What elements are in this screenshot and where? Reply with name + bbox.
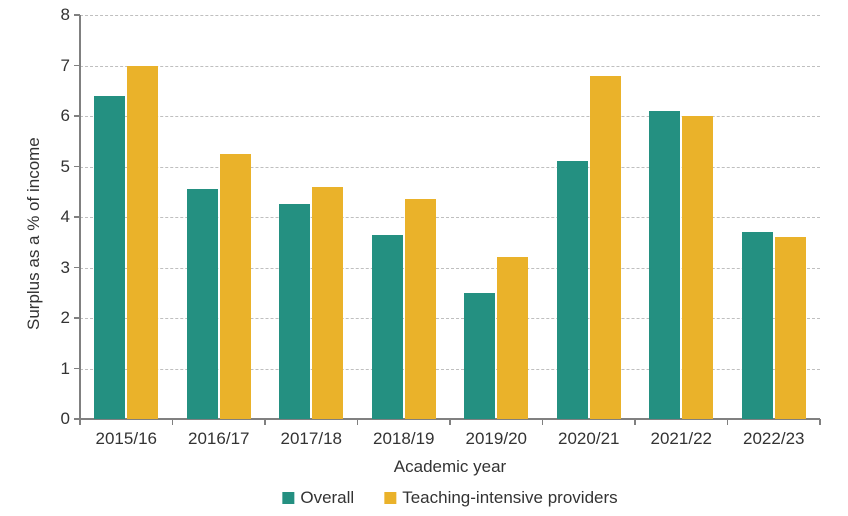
- bar: [220, 154, 251, 419]
- bar: [464, 293, 495, 419]
- y-tick-label: 3: [61, 258, 70, 278]
- x-axis-title-text: Academic year: [394, 457, 506, 476]
- y-tick-label: 0: [61, 409, 70, 429]
- legend-swatch: [282, 492, 294, 504]
- y-axis-title: Surplus as a % of income: [24, 137, 44, 330]
- x-tick: [819, 419, 821, 425]
- bar: [405, 199, 436, 419]
- legend-label: Overall: [300, 488, 354, 508]
- legend-swatch: [384, 492, 396, 504]
- bar: [127, 66, 158, 420]
- x-tick: [357, 419, 359, 425]
- y-tick-label: 8: [61, 5, 70, 25]
- chart-container: Surplus as a % of income 0123456782015/1…: [0, 0, 848, 516]
- x-axis-title: Academic year: [394, 457, 506, 477]
- y-tick-label: 6: [61, 106, 70, 126]
- x-tick-label: 2019/20: [466, 429, 527, 449]
- x-tick: [264, 419, 266, 425]
- y-tick-label: 2: [61, 308, 70, 328]
- x-tick-label: 2022/23: [743, 429, 804, 449]
- legend-item: Teaching-intensive providers: [384, 488, 617, 508]
- bar: [557, 161, 588, 419]
- bar: [649, 111, 680, 419]
- grid-line: [80, 66, 820, 67]
- bar: [372, 235, 403, 419]
- bar: [775, 237, 806, 419]
- x-tick: [79, 419, 81, 425]
- x-tick-label: 2021/22: [651, 429, 712, 449]
- y-tick-label: 5: [61, 157, 70, 177]
- x-tick: [634, 419, 636, 425]
- x-tick-label: 2016/17: [188, 429, 249, 449]
- x-tick: [449, 419, 451, 425]
- grid-line: [80, 15, 820, 16]
- legend: Overall Teaching-intensive providers: [282, 488, 617, 508]
- y-axis-title-text: Surplus as a % of income: [24, 137, 43, 330]
- bar: [590, 76, 621, 419]
- y-tick-label: 1: [61, 359, 70, 379]
- y-axis-line: [79, 15, 81, 419]
- bar: [497, 257, 528, 419]
- x-tick-label: 2018/19: [373, 429, 434, 449]
- bar: [187, 189, 218, 419]
- x-tick: [727, 419, 729, 425]
- y-tick-label: 4: [61, 207, 70, 227]
- bar: [682, 116, 713, 419]
- x-tick-label: 2017/18: [281, 429, 342, 449]
- legend-label: Teaching-intensive providers: [402, 488, 617, 508]
- plot-area: 0123456782015/162016/172017/182018/19201…: [80, 15, 820, 419]
- legend-item: Overall: [282, 488, 354, 508]
- x-tick-label: 2020/21: [558, 429, 619, 449]
- x-tick: [542, 419, 544, 425]
- x-tick: [172, 419, 174, 425]
- bar: [279, 204, 310, 419]
- x-tick-label: 2015/16: [96, 429, 157, 449]
- bar: [312, 187, 343, 419]
- bar: [742, 232, 773, 419]
- y-tick-label: 7: [61, 56, 70, 76]
- bar: [94, 96, 125, 419]
